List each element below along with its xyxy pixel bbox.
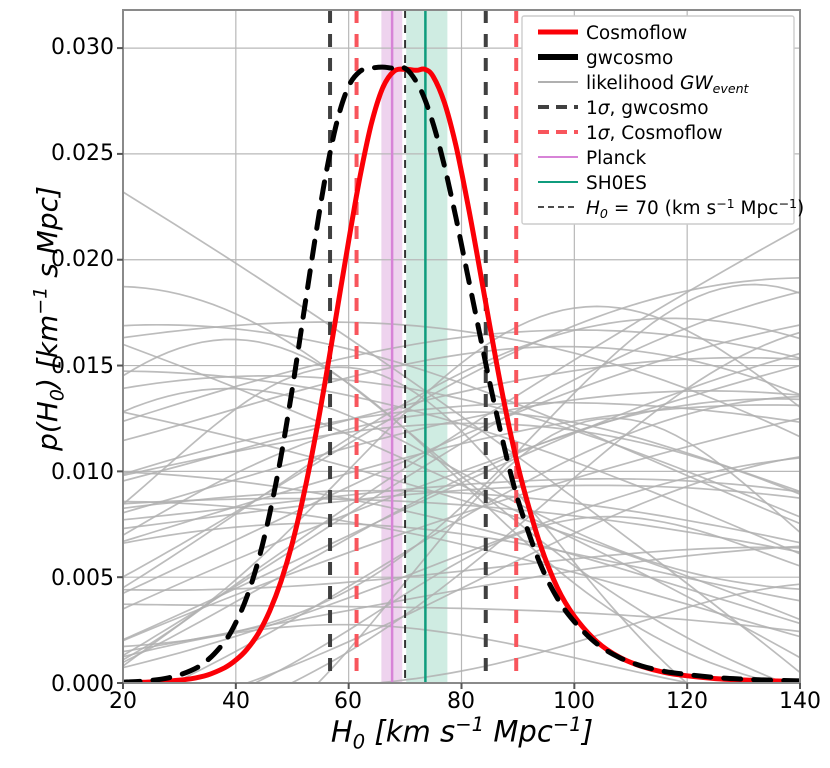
likelihood-curve — [123, 411, 800, 621]
x-axis-label-part: [km s — [365, 714, 456, 749]
likelihood-curve — [253, 515, 800, 683]
y-axis-label-sup: −1 — [29, 286, 52, 315]
likelihood-curve — [123, 277, 800, 578]
legend-box — [521, 15, 795, 225]
xtick-label: 140 — [779, 689, 821, 714]
xtick-label: 20 — [109, 689, 137, 714]
likelihood-curve — [123, 285, 787, 683]
ytick-label: 0.005 — [51, 566, 114, 591]
likelihood-curve — [123, 364, 800, 610]
ytick-label: 0.000 — [51, 672, 114, 697]
band-SH0ES — [406, 10, 448, 683]
ytick-label: 0.020 — [51, 247, 114, 272]
xtick-label: 40 — [222, 689, 250, 714]
axis-ticks — [117, 47, 801, 689]
legend-swatches — [538, 29, 578, 208]
likelihood-curve — [123, 411, 800, 536]
x-axis-label-part: Mpc — [484, 714, 553, 749]
ytick-label: 0.010 — [51, 460, 114, 485]
likelihood-curve — [123, 546, 800, 591]
likelihood-curve — [123, 603, 800, 633]
likelihood-curve — [123, 457, 800, 669]
legend-label-h0-70: H0 = 70 (km s−1 Mpc−1) — [586, 196, 804, 221]
likelihood-curve — [123, 338, 778, 683]
likelihood-curve — [123, 471, 800, 625]
legend: Cosmoflow gwcosmo likelihood GWevent 1σ,… — [521, 15, 804, 225]
likelihood-curve — [123, 522, 800, 602]
x-axis-label-sup: −1 — [552, 713, 582, 736]
likelihood-curve — [123, 305, 800, 661]
x-tick-labels: 20 40 60 80 100 120 140 — [109, 689, 821, 714]
likelihood-curve — [123, 545, 800, 653]
likelihood-curve — [123, 329, 800, 423]
likelihood-curves — [123, 191, 800, 683]
likelihood-curve — [123, 317, 800, 589]
xtick-label: 100 — [553, 689, 595, 714]
ytick-label: 0.015 — [51, 354, 114, 379]
likelihood-curve — [123, 370, 800, 555]
likelihood-curve — [123, 417, 800, 642]
y-axis-label-part: ) [km — [30, 314, 64, 390]
likelihood-curve — [123, 387, 800, 591]
legend-label-sh0es: SH0ES — [586, 173, 647, 194]
likelihood-curve — [123, 401, 800, 476]
likelihood-curve — [123, 390, 800, 514]
posterior-curves — [123, 64, 800, 683]
likelihood-curve — [368, 583, 800, 683]
likelihood-curve — [123, 321, 800, 438]
y-axis-label-part: p(H — [30, 401, 64, 451]
legend-label-sigma-cosmoflow: 1σ, Cosmoflow — [586, 123, 723, 144]
x-axis-label-sup: −1 — [455, 713, 485, 736]
x-axis-label-sub: 0 — [352, 730, 366, 754]
curve-gwcosmo — [123, 64, 800, 683]
y-axis-label: p(H0) [km−1 s Mpc] — [30, 88, 69, 548]
x-axis-label: H0 [km s−1 Mpc−1] — [122, 713, 802, 753]
likelihood-curve — [123, 191, 800, 674]
x-axis-label-part: ] — [581, 714, 594, 749]
y-axis-label-sub: 0 — [46, 389, 69, 402]
y-axis-label-part: s Mpc] — [30, 186, 64, 287]
likelihood-curve — [123, 343, 800, 659]
legend-label-sigma-gwcosmo: 1σ, gwcosmo — [586, 98, 709, 119]
legend-label-planck: Planck — [586, 148, 647, 169]
likelihood-curve — [316, 417, 800, 683]
likelihood-curve — [123, 323, 800, 525]
likelihood-curve — [123, 375, 800, 518]
ytick-label: 0.030 — [51, 35, 114, 60]
xtick-label: 60 — [334, 689, 362, 714]
likelihood-curve — [123, 227, 800, 667]
xtick-label: 120 — [666, 689, 708, 714]
y-tick-labels: 0.000 0.005 0.010 0.015 0.020 0.025 0.03… — [51, 35, 114, 697]
legend-label-likelihood: likelihood GWevent — [586, 73, 750, 96]
xtick-label: 80 — [447, 689, 475, 714]
legend-label-gwcosmo: gwcosmo — [586, 48, 673, 69]
likelihood-curve — [244, 455, 800, 683]
likelihood-curve — [123, 398, 800, 664]
legend-label-cosmoflow: Cosmoflow — [586, 23, 687, 44]
x-axis-label-part: H — [330, 714, 353, 749]
ytick-label: 0.025 — [51, 141, 114, 166]
likelihood-curve — [123, 356, 800, 482]
likelihood-curve — [123, 497, 800, 553]
likelihood-curve — [172, 395, 800, 683]
likelihood-curve — [123, 324, 800, 595]
likelihood-curve — [123, 489, 800, 544]
